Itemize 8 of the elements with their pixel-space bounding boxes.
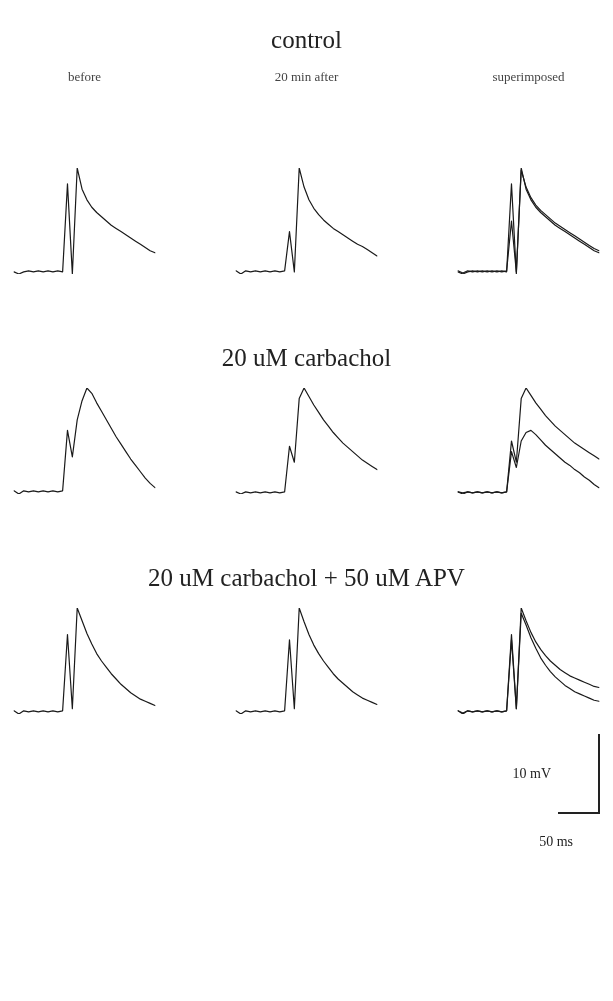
chart-subtitle: before xyxy=(67,68,102,86)
text: 50 ms xyxy=(539,834,573,850)
chart-subtitle: superimposed xyxy=(492,68,565,86)
chart-title: control xyxy=(271,25,342,55)
chart-title: 20 uM carbachol + 50 uM APV xyxy=(148,563,465,593)
chart-subtitle: 20 min after xyxy=(274,68,339,86)
chart-title: 20 uM carbachol xyxy=(221,343,392,373)
text: 10 mV xyxy=(512,766,551,782)
